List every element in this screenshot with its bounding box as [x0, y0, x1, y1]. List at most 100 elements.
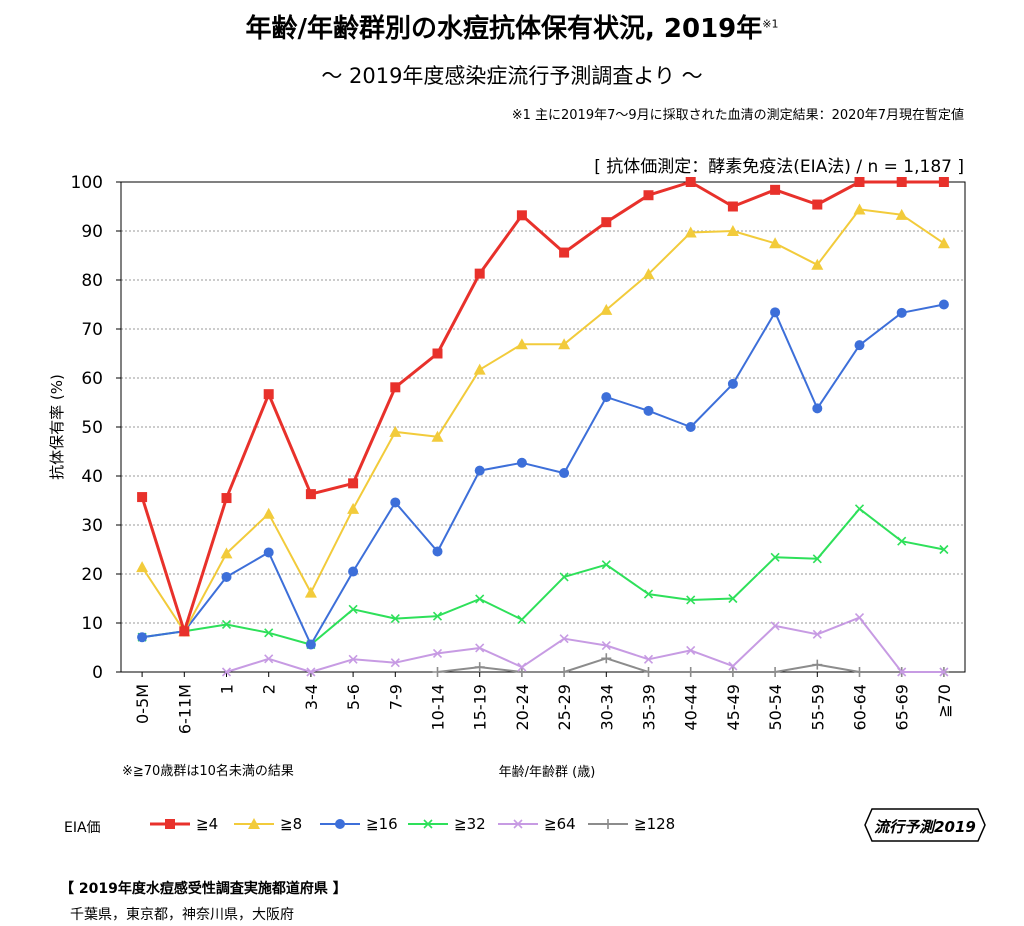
x-tick-label: ≧70	[935, 684, 954, 718]
y-tick-label: 0	[92, 663, 103, 683]
legend-item: ≧128	[588, 812, 675, 836]
legend-marker	[603, 819, 613, 829]
y-axis-label: 抗体保有率 (%)	[48, 374, 66, 480]
y-tick-label: 60	[81, 369, 103, 389]
data-point	[432, 667, 443, 677]
data-point	[938, 177, 949, 187]
data-point	[559, 247, 570, 258]
y-tick-label: 30	[81, 516, 103, 536]
data-point	[516, 667, 527, 677]
legend-swatch	[150, 819, 190, 829]
legend-item: ≧8	[234, 812, 302, 836]
data-point	[263, 389, 274, 400]
badge-text: 流行予測2019	[874, 818, 976, 836]
data-point	[770, 667, 781, 677]
legend-swatch	[588, 819, 628, 829]
x-tick-label: 1	[218, 684, 237, 694]
series-group	[432, 653, 949, 677]
legend-marker	[513, 819, 523, 829]
data-point	[432, 611, 443, 621]
data-point	[854, 613, 865, 623]
chart-title-text: 年齢/年齢群別の水痘抗体保有状況, 2019年	[245, 14, 763, 44]
data-point	[811, 258, 824, 270]
legend-marker	[423, 819, 433, 829]
data-point	[559, 468, 570, 479]
data-point	[221, 493, 232, 504]
data-point	[896, 307, 907, 318]
data-point	[643, 654, 654, 664]
data-point	[854, 177, 865, 187]
data-point	[348, 478, 359, 489]
data-point	[643, 190, 654, 201]
legend-marker	[248, 818, 260, 829]
data-point	[642, 268, 655, 280]
data-point	[559, 634, 569, 644]
data-point	[179, 626, 190, 637]
title-footnote-marker: ※1	[762, 17, 779, 31]
legend-label: ≧128	[634, 815, 676, 833]
data-point	[643, 589, 654, 599]
x-tick-label: 10-14	[429, 684, 448, 731]
data-point	[726, 225, 739, 236]
data-point	[264, 654, 274, 664]
data-point	[727, 201, 738, 212]
data-point	[306, 667, 316, 677]
data-point	[432, 648, 443, 658]
data-point	[601, 640, 611, 651]
data-point	[770, 184, 781, 195]
series-line	[141, 303, 945, 646]
y-tick-label: 20	[81, 565, 103, 585]
age70-note: ※≧70歳群は10名未満の結果	[122, 764, 294, 779]
data-point	[474, 662, 485, 673]
data-point	[685, 177, 696, 187]
series-line	[141, 208, 945, 633]
data-point	[390, 497, 401, 508]
data-point	[770, 307, 781, 318]
x-tick-label: 40-44	[682, 684, 701, 731]
legend-item: ≧4	[150, 812, 218, 836]
data-point	[347, 502, 360, 514]
series-group	[137, 299, 949, 650]
data-point	[263, 547, 274, 558]
chart-title: 年齢/年齢群別の水痘抗体保有状況, 2019年※1	[0, 8, 1024, 45]
data-point	[727, 378, 738, 389]
data-point	[896, 177, 907, 187]
series-group	[221, 613, 949, 677]
series-line	[140, 180, 944, 633]
data-point	[516, 457, 527, 468]
data-point	[221, 571, 232, 582]
data-point	[264, 628, 274, 638]
data-point	[515, 338, 528, 350]
data-point	[473, 363, 486, 375]
data-point	[685, 422, 696, 432]
data-point	[684, 226, 697, 238]
series-line	[141, 507, 945, 646]
x-tick-label: 0-5M	[133, 684, 152, 724]
data-point	[853, 203, 866, 215]
data-point	[812, 554, 822, 564]
x-tick-label: 65-69	[893, 684, 912, 731]
data-point	[643, 405, 654, 416]
data-point	[137, 632, 148, 643]
legend-label: ≧8	[280, 815, 303, 833]
data-point	[431, 430, 444, 442]
data-point	[812, 403, 823, 414]
data-point	[262, 507, 275, 519]
data-point	[937, 237, 950, 249]
x-tick-label: 30-34	[597, 684, 616, 731]
data-point	[770, 621, 780, 631]
data-point	[601, 392, 612, 403]
legend-marker	[165, 819, 175, 829]
x-tick-label: 55-59	[808, 684, 827, 731]
data-point	[517, 615, 527, 625]
y-tick-label: 50	[81, 418, 103, 438]
data-point	[305, 489, 316, 500]
legend-title: EIA価	[64, 820, 101, 836]
data-point	[559, 667, 570, 677]
data-point	[939, 667, 949, 677]
y-tick-label: 90	[81, 222, 103, 242]
data-point	[136, 561, 149, 573]
data-point	[348, 604, 358, 614]
data-point	[517, 662, 527, 672]
data-point	[348, 654, 358, 664]
